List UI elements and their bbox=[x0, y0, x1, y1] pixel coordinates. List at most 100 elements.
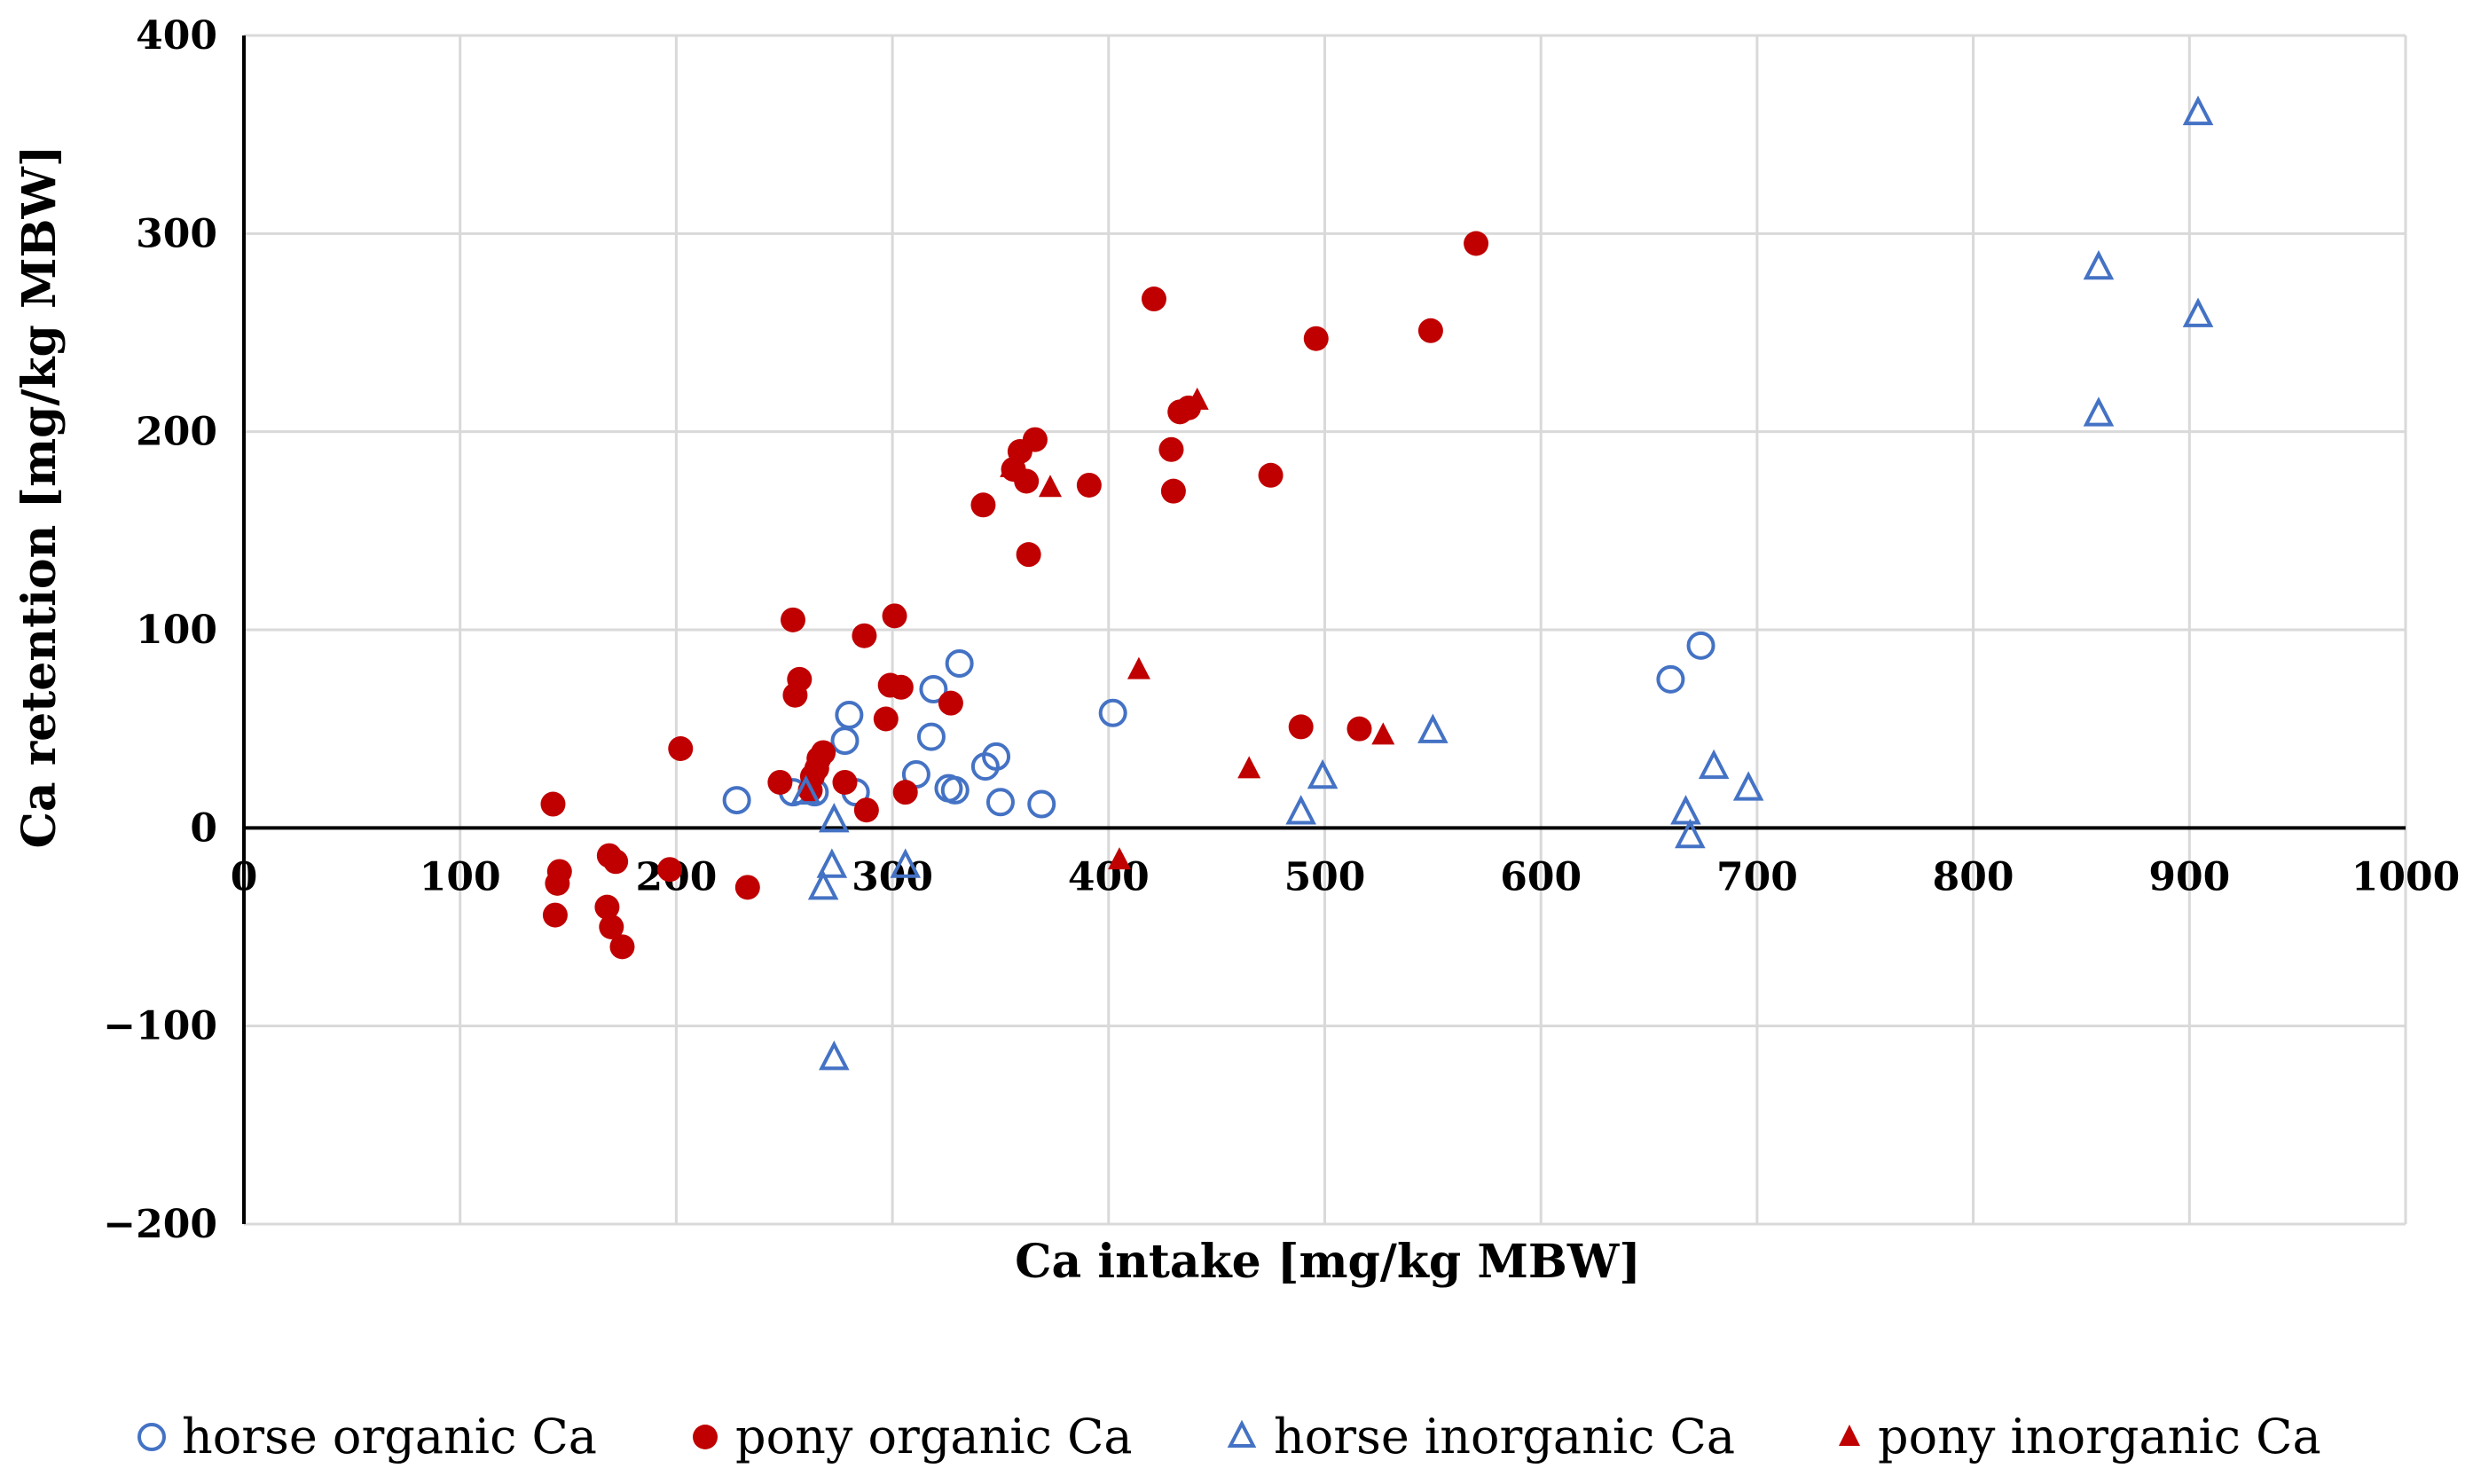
x-tick-label: 600 bbox=[1500, 854, 1582, 899]
data-point bbox=[1698, 749, 1730, 780]
data-point bbox=[807, 869, 839, 900]
data-point bbox=[609, 934, 635, 960]
data-point bbox=[811, 740, 836, 766]
series-pony-inorganic-ca bbox=[1000, 387, 1395, 870]
series-horse-inorganic-ca bbox=[790, 95, 2214, 1071]
data-point bbox=[882, 603, 907, 629]
legend-label-pony-inorganic: pony inorganic Ca bbox=[1878, 1409, 2321, 1464]
data-point bbox=[1016, 542, 1041, 568]
data-point bbox=[1670, 795, 1701, 825]
legend-item-pony-organic: pony organic Ca bbox=[693, 1409, 1133, 1464]
data-point bbox=[1039, 475, 1063, 498]
legend-item-pony-inorganic: pony inorganic Ca bbox=[1839, 1409, 2321, 1464]
data-point bbox=[2083, 249, 2115, 280]
data-point bbox=[1258, 462, 1284, 488]
data-point bbox=[832, 769, 858, 795]
data-point bbox=[1464, 231, 1489, 256]
series-horse-organic-ca bbox=[722, 631, 1715, 819]
data-point bbox=[835, 701, 864, 730]
legend-label-horse-organic: horse organic Ca bbox=[182, 1409, 597, 1464]
data-point bbox=[603, 849, 629, 875]
x-tick-label: 700 bbox=[1716, 854, 1798, 899]
data-point bbox=[1675, 818, 1706, 849]
data-point bbox=[594, 894, 620, 920]
data-point bbox=[938, 690, 963, 716]
legend-open-triangle-marker bbox=[1227, 1419, 1257, 1448]
data-point bbox=[970, 492, 996, 518]
data-point bbox=[2182, 297, 2214, 327]
data-point bbox=[787, 666, 813, 692]
x-axis-title: Ca intake [mg/kg MBW] bbox=[1015, 1235, 1641, 1289]
data-point bbox=[1160, 478, 1186, 504]
data-point bbox=[916, 722, 946, 751]
data-point bbox=[1307, 758, 1339, 789]
data-point bbox=[542, 902, 568, 928]
data-point bbox=[734, 875, 760, 900]
data-point bbox=[599, 915, 624, 939]
y-tick-label: −200 bbox=[103, 1202, 217, 1247]
legend-filled-circle-marker bbox=[693, 1425, 718, 1449]
legend-filled-triangle-marker bbox=[1839, 1425, 1860, 1446]
data-point bbox=[873, 706, 899, 732]
data-point bbox=[890, 848, 922, 878]
data-point bbox=[657, 857, 683, 883]
data-point bbox=[1686, 631, 1715, 660]
data-point bbox=[2182, 95, 2214, 126]
y-tick-labels: −200 −100 0 100 200 300 400 bbox=[103, 13, 217, 1247]
data-point bbox=[1158, 436, 1184, 462]
series-pony-organic-ca bbox=[540, 231, 1489, 960]
data-point bbox=[546, 859, 572, 884]
data-point bbox=[816, 848, 848, 878]
data-point bbox=[1000, 454, 1024, 477]
data-point bbox=[945, 648, 974, 678]
data-point bbox=[1027, 789, 1056, 819]
data-point bbox=[888, 674, 914, 700]
x-tick-labels: 01002003004005006007008009001000 bbox=[231, 854, 2461, 899]
data-point bbox=[540, 791, 566, 817]
x-tick-label: 400 bbox=[1068, 854, 1150, 899]
data-points bbox=[540, 95, 2214, 1071]
data-point bbox=[1127, 656, 1150, 679]
data-point bbox=[1417, 318, 1443, 343]
y-tick-label: 400 bbox=[136, 13, 217, 59]
data-point bbox=[985, 788, 1015, 817]
data-point bbox=[819, 803, 850, 833]
y-tick-label: 200 bbox=[136, 410, 217, 455]
x-tick-label: 500 bbox=[1284, 854, 1366, 899]
x-tick-label: 0 bbox=[231, 854, 258, 899]
x-tick-label: 900 bbox=[2148, 854, 2230, 899]
data-point bbox=[852, 623, 877, 648]
data-point bbox=[1107, 847, 1131, 870]
data-point bbox=[668, 736, 694, 761]
x-tick-label: 1000 bbox=[2351, 854, 2460, 899]
data-point bbox=[1656, 664, 1685, 694]
data-point bbox=[1098, 698, 1127, 727]
data-point bbox=[1141, 287, 1166, 312]
legend: horse organic Ca pony organic Ca horse i… bbox=[137, 1409, 2321, 1464]
y-axis-title: Ca retention [mg/kg MBW] bbox=[12, 145, 67, 849]
y-tick-label: −100 bbox=[103, 1004, 217, 1049]
legend-item-horse-inorganic: horse inorganic Ca bbox=[1227, 1409, 1735, 1464]
data-point bbox=[1185, 387, 1209, 410]
data-point bbox=[790, 774, 821, 805]
data-point bbox=[1288, 714, 1314, 740]
data-point bbox=[1303, 326, 1329, 351]
legend-open-circle-marker bbox=[137, 1423, 166, 1451]
gridlines bbox=[244, 34, 2407, 1226]
data-point bbox=[919, 675, 948, 703]
data-point bbox=[830, 726, 860, 756]
y-tick-label: 300 bbox=[136, 211, 217, 256]
data-point bbox=[892, 780, 918, 805]
x-tick-label: 100 bbox=[420, 854, 501, 899]
data-point bbox=[1285, 795, 1316, 825]
data-point bbox=[780, 607, 805, 632]
data-point bbox=[1237, 756, 1261, 779]
legend-item-horse-organic: horse organic Ca bbox=[137, 1409, 597, 1464]
data-point bbox=[1346, 716, 1372, 742]
data-point bbox=[1371, 722, 1395, 745]
axes bbox=[242, 35, 2406, 1224]
x-tick-label: 800 bbox=[1933, 854, 2014, 899]
data-point bbox=[1417, 713, 1448, 743]
data-point bbox=[853, 797, 879, 823]
